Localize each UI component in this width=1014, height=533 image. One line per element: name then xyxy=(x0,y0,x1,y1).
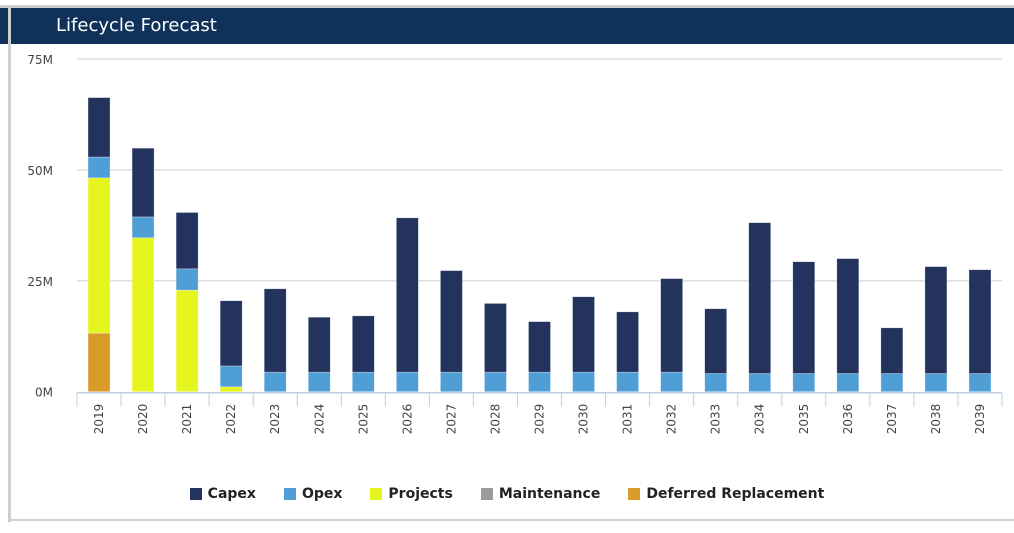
x-tick-label: 2031 xyxy=(621,404,635,435)
x-tick-label: 2028 xyxy=(488,404,502,435)
bar-segment-capex-2024 xyxy=(307,316,331,373)
bar-segment-capex-2028 xyxy=(484,303,507,373)
bar-segment-opex-2024 xyxy=(307,371,331,393)
bar-segment-opex-2035 xyxy=(792,373,816,392)
legend-label: Maintenance xyxy=(498,486,601,502)
x-tick-label: 2025 xyxy=(356,404,370,435)
y-tick-label: 0M xyxy=(35,386,53,400)
legend-item-capex[interactable]: Capex xyxy=(189,486,256,502)
bar-segment-capex-2030 xyxy=(572,296,595,373)
bar-segment-opex-2025 xyxy=(352,371,375,393)
bar-segment-capex-2022 xyxy=(219,300,243,367)
bar-segment-opex-2022 xyxy=(219,365,243,388)
legend-swatch xyxy=(480,488,493,500)
legend-label: Projects xyxy=(388,486,453,502)
panel-top-border xyxy=(0,5,1014,8)
bar-segment-capex-2027 xyxy=(440,270,463,373)
x-tick-label: 2033 xyxy=(709,404,723,435)
x-tick-label: 2035 xyxy=(797,404,811,435)
x-tick-label: 2021 xyxy=(180,404,194,435)
panel-bottom-border xyxy=(8,519,1014,521)
x-tick-label: 2023 xyxy=(268,404,282,435)
bar-segment-capex-2021 xyxy=(175,212,199,270)
bar-segment-opex-2033 xyxy=(704,373,727,392)
bar-segment-capex-2032 xyxy=(660,278,683,373)
x-tick-label: 2034 xyxy=(753,404,767,435)
bar-segment-opex-2032 xyxy=(660,371,683,393)
bar-segment-capex-2036 xyxy=(836,258,860,374)
panel-header: Lifecycle Forecast xyxy=(11,8,1014,44)
legend-item-projects[interactable]: Projects xyxy=(370,486,453,502)
legend-item-opex[interactable]: Opex xyxy=(283,486,343,502)
x-tick-label: 2026 xyxy=(400,404,414,435)
bar-segment-opex-2019 xyxy=(87,156,111,179)
bar-segment-capex-2023 xyxy=(263,288,287,373)
x-tick-label: 2030 xyxy=(577,404,591,435)
y-tick-label: 75M xyxy=(27,53,53,67)
legend-swatch xyxy=(370,488,383,500)
bar-segment-capex-2035 xyxy=(792,261,816,374)
x-tick-label: 2036 xyxy=(841,404,855,435)
header-band-left xyxy=(0,8,8,44)
bar-segment-projects-2019 xyxy=(87,177,111,334)
panel-left-border xyxy=(8,5,11,522)
x-tick-label: 2029 xyxy=(533,404,547,435)
bar-segment-capex-2033 xyxy=(704,308,727,374)
bar-segment-opex-2028 xyxy=(484,371,507,393)
x-tick-label: 2022 xyxy=(224,404,238,435)
legend-label: Capex xyxy=(207,486,256,502)
x-tick-label: 2032 xyxy=(665,404,679,435)
bar-segment-opex-2027 xyxy=(440,371,463,393)
bar-segment-capex-2037 xyxy=(880,327,904,374)
legend-label: Deferred Replacement xyxy=(646,486,825,502)
bar-segment-capex-2034 xyxy=(748,222,772,374)
x-tick-label: 2039 xyxy=(973,404,987,435)
bar-segment-capex-2039 xyxy=(968,269,992,374)
bar-segment-capex-2020 xyxy=(131,147,155,218)
bar-segment-projects-2021 xyxy=(175,289,199,392)
bar-segment-opex-2031 xyxy=(616,371,639,393)
bar-segment-capex-2026 xyxy=(396,217,419,373)
legend-swatch xyxy=(283,488,296,500)
legend-label: Opex xyxy=(301,486,343,502)
x-tick-label: 2019 xyxy=(92,404,106,435)
legend-swatch xyxy=(628,488,641,500)
bar-segment-opex-2029 xyxy=(528,371,551,393)
bar-segment-projects-2022 xyxy=(219,386,243,393)
x-tick-label: 2037 xyxy=(885,404,899,435)
panel-title: Lifecycle Forecast xyxy=(56,15,217,36)
bar-segment-opex-2037 xyxy=(880,373,904,392)
bar-segment-deferred-replacement-2019 xyxy=(87,332,111,393)
bar-segment-capex-2029 xyxy=(528,321,551,373)
x-tick-label: 2020 xyxy=(136,404,150,435)
bar-segment-capex-2025 xyxy=(352,315,375,373)
chart-legend: Capex Opex Projects Maintenance Deferred Rep… xyxy=(0,486,1014,502)
y-tick-label: 50M xyxy=(27,164,53,178)
bar-segment-opex-2020 xyxy=(131,216,155,239)
legend-item-deferred-replacement[interactable]: Deferred Replacement xyxy=(628,486,824,502)
bar-segment-opex-2039 xyxy=(968,373,992,392)
legend-item-maintenance[interactable]: Maintenance xyxy=(480,486,601,502)
bar-segment-capex-2019 xyxy=(87,97,111,158)
bar-segment-projects-2020 xyxy=(131,237,155,392)
bar-segment-opex-2036 xyxy=(836,373,860,392)
x-tick-label: 2027 xyxy=(444,404,458,435)
bar-segment-opex-2021 xyxy=(175,268,199,291)
stacked-bar-chart: 0M 25M 50M 75M 2019 2020 2021 2022 2023 2024 2025 2… xyxy=(27,53,1003,435)
x-tick-label: 2024 xyxy=(312,404,326,435)
bar-segment-opex-2023 xyxy=(263,371,287,393)
y-tick-label: 25M xyxy=(27,275,53,289)
legend-swatch xyxy=(189,488,202,500)
bar-segment-opex-2034 xyxy=(748,373,772,392)
bar-segment-opex-2038 xyxy=(924,373,948,392)
bar-segment-opex-2026 xyxy=(396,371,419,393)
bar-segment-capex-2038 xyxy=(924,266,948,374)
bar-segment-opex-2030 xyxy=(572,371,595,393)
x-tick-label: 2038 xyxy=(929,404,943,435)
bar-segment-capex-2031 xyxy=(616,311,639,373)
